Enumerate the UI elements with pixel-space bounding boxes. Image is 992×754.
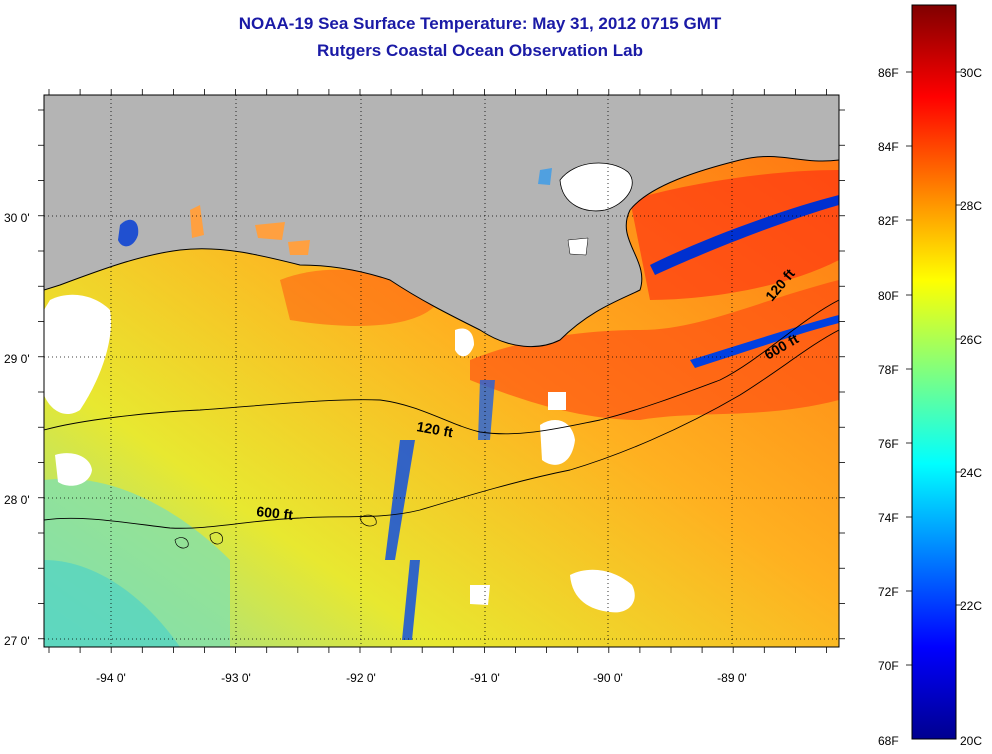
- colorbar-f-label: 76F: [878, 437, 899, 451]
- contour-600ft: [44, 329, 839, 529]
- lon-label: -93 0': [221, 671, 251, 685]
- lon-label: -94 0': [96, 671, 126, 685]
- colorbar-c-label: 24C: [960, 466, 982, 480]
- cold-streak: [650, 195, 839, 275]
- contour-island: [209, 532, 223, 545]
- colorbar-c-label: 28C: [960, 199, 982, 213]
- inland-water: [118, 219, 139, 247]
- cloud-patch: [455, 328, 474, 357]
- colorbar-f-label: 82F: [878, 214, 899, 228]
- lat-label: 28 0': [4, 493, 30, 507]
- coastline: [44, 155, 839, 348]
- colorbar-f-label: 80F: [878, 289, 899, 303]
- cloud-patch: [44, 294, 111, 415]
- warm-water-patch: [470, 280, 839, 420]
- cold-streak: [385, 440, 415, 560]
- chart-subtitle: Rutgers Coastal Ocean Observation Lab: [317, 41, 643, 60]
- cool-water-patch: [44, 560, 180, 647]
- colorbar-f-label: 84F: [878, 140, 899, 154]
- lat-label: 30 0': [4, 211, 30, 225]
- cold-streak: [402, 560, 420, 640]
- land: [44, 95, 839, 347]
- inland-water: [288, 240, 310, 255]
- plot-area: [44, 95, 839, 647]
- colorbar-f-label: 72F: [878, 585, 899, 599]
- inland-water: [567, 237, 589, 256]
- inland-water: [190, 205, 204, 238]
- contour-label: 600 ft: [256, 503, 294, 523]
- colorbar-f-label: 86F: [878, 66, 899, 80]
- cloud-patch: [540, 420, 575, 465]
- contour-island: [174, 537, 189, 549]
- contour-island: [359, 514, 377, 527]
- colorbar: [911, 4, 957, 740]
- cold-streak: [478, 380, 495, 440]
- colorbar-c-label: 26C: [960, 333, 982, 347]
- colorbar-f-label: 74F: [878, 511, 899, 525]
- cloud-patch: [470, 585, 490, 605]
- lon-label: -90 0': [593, 671, 623, 685]
- lat-label: 29 0': [4, 352, 30, 366]
- cloud-patch: [548, 392, 566, 410]
- colorbar-c-label: 22C: [960, 599, 982, 613]
- colorbar-f-label: 68F: [878, 734, 899, 748]
- colorbar-c-label: 20C: [960, 734, 982, 748]
- lat-label: 27 0': [4, 634, 30, 648]
- colorbar-f-label: 78F: [878, 363, 899, 377]
- lon-label: -91 0': [470, 671, 500, 685]
- inland-water: [538, 168, 552, 185]
- axis-ticks: [38, 89, 845, 653]
- colorbar-f-label: 70F: [878, 659, 899, 673]
- lon-label: -89 0': [717, 671, 747, 685]
- cold-streak: [690, 315, 839, 368]
- colorbar-c-label: 30C: [960, 66, 982, 80]
- lake-pontchartrain: [559, 162, 633, 212]
- contour-120ft: [44, 299, 839, 435]
- inland-water: [255, 222, 285, 240]
- contour-label: 120 ft: [415, 418, 454, 440]
- colorbar-ticks: [906, 71, 962, 666]
- graticule: [44, 95, 839, 647]
- plot-frame: [43, 94, 840, 648]
- cloud-patch: [55, 453, 92, 486]
- lon-label: -92 0': [346, 671, 376, 685]
- chart-title: NOAA-19 Sea Surface Temperature: May 31,…: [238, 14, 722, 33]
- cloud-patch: [570, 569, 635, 613]
